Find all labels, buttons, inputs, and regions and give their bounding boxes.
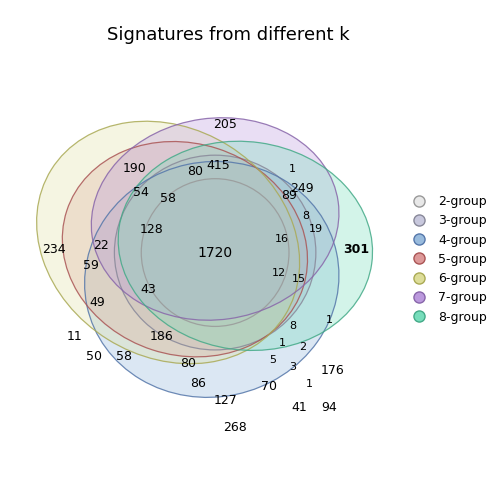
Text: 1720: 1720 bbox=[198, 245, 233, 260]
Text: 1: 1 bbox=[289, 164, 296, 173]
Text: 11: 11 bbox=[66, 330, 82, 343]
Ellipse shape bbox=[37, 121, 299, 364]
Text: 94: 94 bbox=[322, 401, 337, 413]
Text: 58: 58 bbox=[116, 350, 133, 363]
Text: 3: 3 bbox=[289, 362, 296, 372]
Text: 16: 16 bbox=[275, 234, 289, 244]
Title: Signatures from different k: Signatures from different k bbox=[107, 26, 350, 44]
Text: 128: 128 bbox=[140, 223, 163, 235]
Text: 50: 50 bbox=[86, 350, 102, 363]
Text: 80: 80 bbox=[187, 165, 203, 178]
Text: 89: 89 bbox=[281, 189, 297, 202]
Legend: 2-group, 3-group, 4-group, 5-group, 6-group, 7-group, 8-group: 2-group, 3-group, 4-group, 5-group, 6-gr… bbox=[403, 191, 491, 327]
Text: 415: 415 bbox=[207, 159, 230, 172]
Ellipse shape bbox=[91, 118, 339, 320]
Text: 301: 301 bbox=[343, 243, 369, 256]
Text: 22: 22 bbox=[93, 239, 109, 253]
Text: 49: 49 bbox=[90, 296, 105, 309]
Text: 1: 1 bbox=[305, 379, 312, 389]
Text: 186: 186 bbox=[150, 330, 173, 343]
Text: 5: 5 bbox=[269, 355, 276, 365]
Text: 2: 2 bbox=[299, 342, 306, 352]
Text: 8: 8 bbox=[289, 322, 296, 332]
Text: 190: 190 bbox=[122, 162, 147, 175]
Text: 54: 54 bbox=[134, 185, 149, 199]
Text: 59: 59 bbox=[83, 260, 99, 273]
Text: 70: 70 bbox=[261, 381, 277, 393]
Text: 12: 12 bbox=[272, 268, 286, 278]
Ellipse shape bbox=[141, 179, 289, 327]
Text: 205: 205 bbox=[213, 118, 237, 132]
Ellipse shape bbox=[62, 142, 307, 357]
Text: 234: 234 bbox=[42, 243, 66, 256]
Text: 19: 19 bbox=[309, 224, 323, 234]
Text: 249: 249 bbox=[291, 182, 314, 195]
Text: 41: 41 bbox=[291, 401, 307, 413]
Text: 80: 80 bbox=[180, 357, 196, 370]
Text: 86: 86 bbox=[191, 377, 206, 390]
Ellipse shape bbox=[114, 155, 316, 350]
Text: 268: 268 bbox=[223, 421, 247, 433]
Text: 58: 58 bbox=[160, 193, 176, 205]
Text: 15: 15 bbox=[292, 274, 306, 284]
Ellipse shape bbox=[118, 141, 372, 350]
Text: 1: 1 bbox=[279, 338, 286, 348]
Ellipse shape bbox=[85, 161, 339, 397]
Text: 1: 1 bbox=[326, 314, 333, 325]
Text: 127: 127 bbox=[213, 394, 237, 407]
Text: 8: 8 bbox=[302, 211, 309, 221]
Text: 43: 43 bbox=[140, 283, 156, 296]
Text: 176: 176 bbox=[321, 363, 345, 376]
